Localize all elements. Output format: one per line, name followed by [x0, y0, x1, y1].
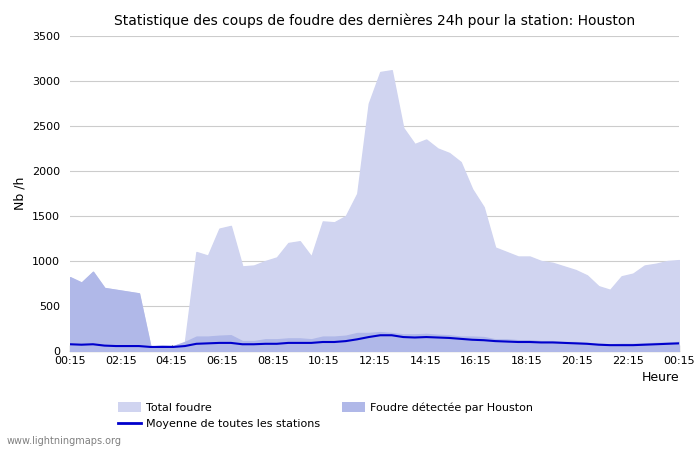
Moyenne de toutes les stations: [456, 336, 465, 342]
Moyenne de toutes les stations: [376, 333, 384, 338]
Text: www.lightningmaps.org: www.lightningmaps.org: [7, 436, 122, 446]
Y-axis label: Nb /h: Nb /h: [13, 177, 27, 210]
Moyenne de toutes les stations: [181, 343, 189, 349]
Moyenne de toutes les stations: [66, 342, 74, 347]
Line: Moyenne de toutes les stations: Moyenne de toutes les stations: [70, 335, 679, 347]
Moyenne de toutes les stations: [675, 341, 683, 346]
Title: Statistique des coups de foudre des dernières 24h pour la station: Houston: Statistique des coups de foudre des dern…: [114, 14, 635, 28]
Moyenne de toutes les stations: [422, 334, 430, 340]
Moyenne de toutes les stations: [503, 339, 511, 344]
Moyenne de toutes les stations: [146, 344, 155, 350]
Legend: Total foudre, Moyenne de toutes les stations, Foudre détectée par Houston: Total foudre, Moyenne de toutes les stat…: [114, 398, 538, 434]
X-axis label: Heure: Heure: [641, 371, 679, 384]
Moyenne de toutes les stations: [445, 335, 454, 341]
Moyenne de toutes les stations: [307, 340, 316, 346]
